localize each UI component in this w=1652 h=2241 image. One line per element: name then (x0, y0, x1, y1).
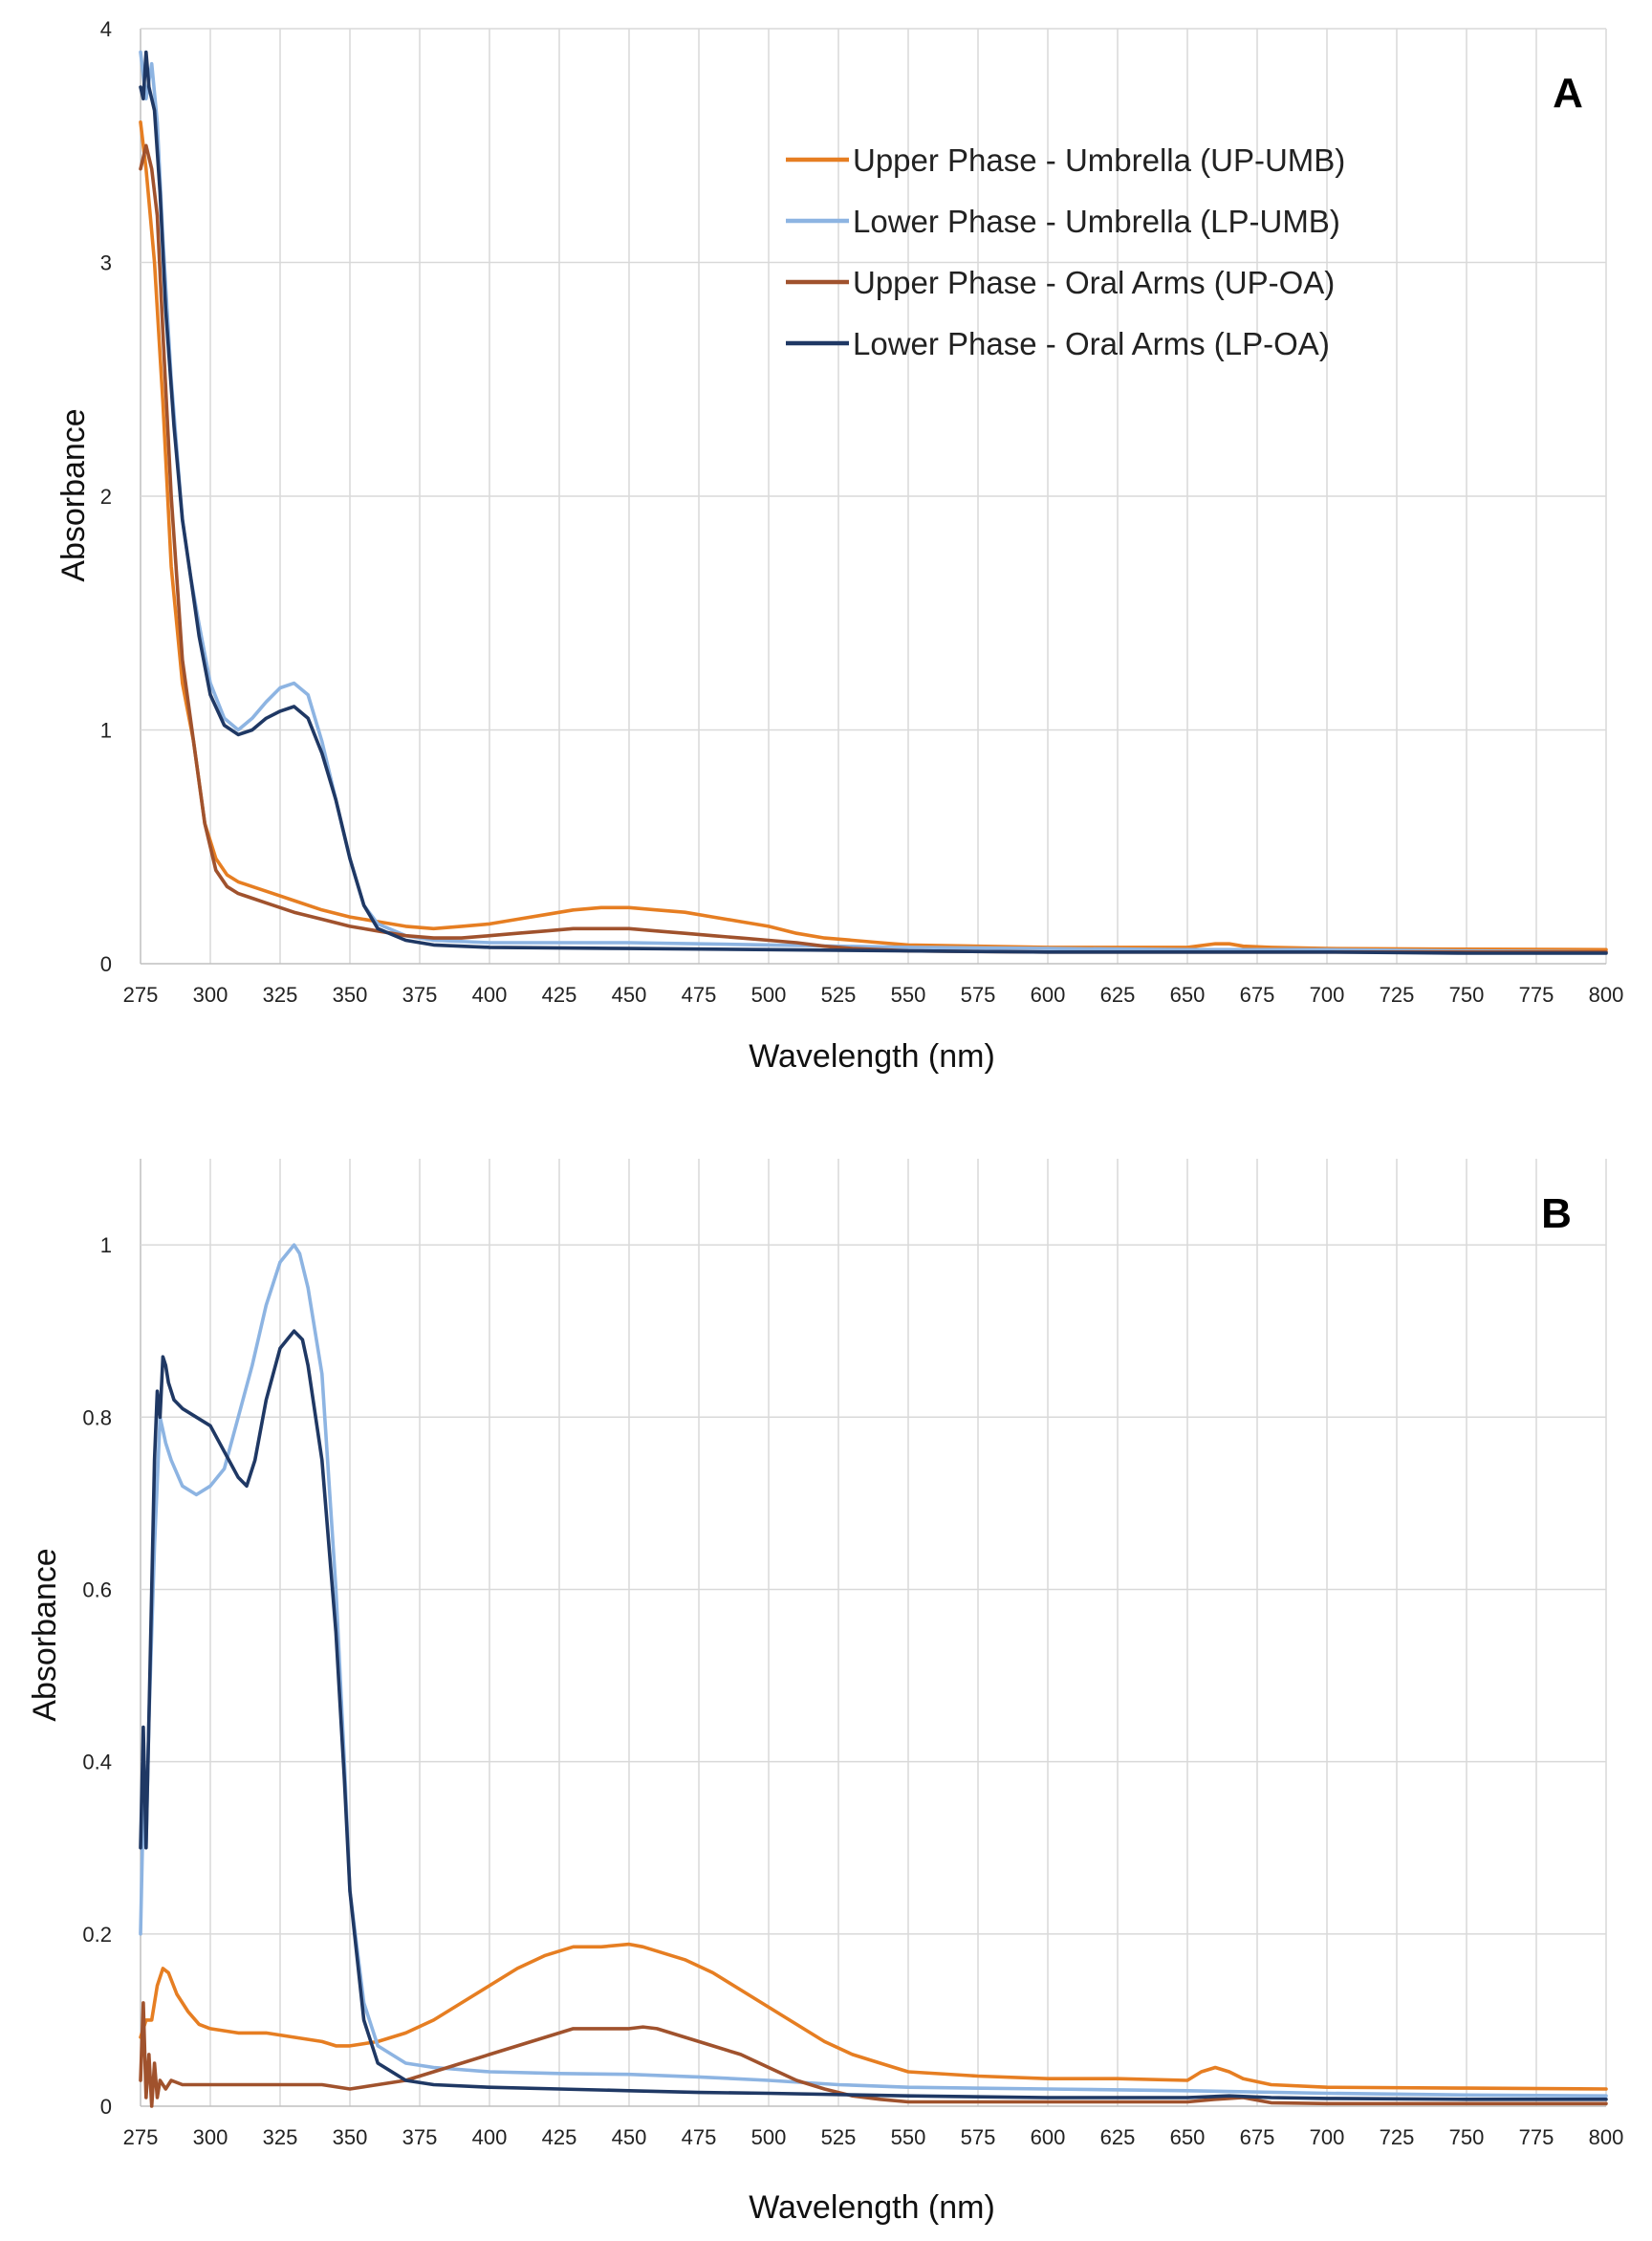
series-line-4 (139, 1329, 1608, 2101)
x-tick-label: 525 (821, 983, 857, 1007)
y-axis-title-a: Absorbance (55, 408, 92, 581)
x-tick-label: 450 (612, 983, 647, 1007)
legend-label: Upper Phase - Umbrella (UP-UMB) (853, 142, 1345, 178)
y-tick-label: 0.8 (82, 1405, 112, 1429)
x-tick-label: 500 (751, 2125, 787, 2149)
x-tick-label: 725 (1380, 983, 1415, 1007)
x-tick-label: 700 (1310, 2125, 1345, 2149)
x-tick-label: 550 (891, 983, 926, 1007)
y-tick-label: 0 (100, 2095, 112, 2119)
x-tick-label: 350 (333, 983, 368, 1007)
x-tick-label: 300 (193, 983, 228, 1007)
y-tick-labels-b: 0 0.2 0.4 0.6 0.8 1 (82, 1233, 112, 2119)
x-tick-label: 575 (961, 2125, 996, 2149)
y-tick-label: 3 (100, 251, 112, 275)
x-tick-label: 500 (751, 983, 787, 1007)
y-tick-label: 0.4 (82, 1751, 112, 1774)
y-axis-title-b: Absorbance (27, 1548, 63, 1721)
x-axis-title-a: Wavelength (nm) (749, 1038, 995, 1075)
legend-label: Lower Phase - Oral Arms (LP-OA) (853, 326, 1330, 361)
x-tick-label: 525 (821, 2125, 857, 2149)
panel-label-a: A (1553, 70, 1583, 117)
series-line-2 (139, 1243, 1608, 2098)
x-tick-label: 625 (1100, 983, 1136, 1007)
x-tick-label: 650 (1170, 983, 1206, 1007)
series-line-3 (139, 2001, 1608, 2108)
x-axis-title-b: Wavelength (nm) (749, 2189, 995, 2226)
x-tick-label: 325 (263, 2125, 298, 2149)
x-tick-label: 300 (193, 2125, 228, 2149)
y-tick-label: 1 (100, 1233, 112, 1257)
chart-panel-a: 275 300 325 350 375 400 425 450 475 500 525 550 575 6… (55, 17, 1623, 1075)
series-line-1 (139, 1942, 1608, 2091)
x-tick-label: 475 (682, 2125, 717, 2149)
x-tick-label: 425 (542, 2125, 577, 2149)
x-tick-label: 325 (263, 983, 298, 1007)
y-tick-label: 0.6 (82, 1577, 112, 1601)
series-line-3 (139, 143, 1608, 954)
x-tick-label: 800 (1589, 983, 1624, 1007)
x-tick-label: 275 (123, 2125, 159, 2149)
legend-label: Lower Phase - Umbrella (LP-UMB) (853, 204, 1340, 239)
x-tick-label: 275 (123, 983, 159, 1007)
x-tick-labels-a: 275 300 325 350 375 400 425 450 475 500 525 550 575 6… (123, 983, 1624, 1007)
x-tick-label: 425 (542, 983, 577, 1007)
series-layer-b (139, 1243, 1608, 2108)
gridlines-b (140, 1159, 1607, 2107)
x-tick-label: 675 (1240, 2125, 1275, 2149)
x-tick-label: 550 (891, 2125, 926, 2149)
x-tick-labels-b: 275 300 325 350 375 400 425 450 475 500 525 550 575 6… (123, 2125, 1624, 2149)
y-tick-label: 2 (100, 485, 112, 509)
x-tick-label: 675 (1240, 983, 1275, 1007)
x-tick-label: 625 (1100, 2125, 1136, 2149)
x-tick-label: 375 (402, 983, 438, 1007)
panel-label-b: B (1541, 1190, 1572, 1237)
y-tick-label: 1 (100, 719, 112, 743)
x-tick-label: 650 (1170, 2125, 1206, 2149)
x-tick-label: 775 (1519, 2125, 1554, 2149)
x-tick-label: 400 (472, 983, 508, 1007)
x-tick-label: 475 (682, 983, 717, 1007)
x-tick-label: 450 (612, 2125, 647, 2149)
x-tick-label: 600 (1031, 2125, 1066, 2149)
legend-label: Upper Phase - Oral Arms (UP-OA) (853, 265, 1335, 300)
series-line-4 (139, 50, 1608, 955)
x-tick-label: 350 (333, 2125, 368, 2149)
x-tick-label: 775 (1519, 983, 1554, 1007)
x-tick-label: 575 (961, 983, 996, 1007)
y-tick-label: 0.2 (82, 1923, 112, 1947)
x-tick-label: 375 (402, 2125, 438, 2149)
x-tick-label: 700 (1310, 983, 1345, 1007)
y-tick-label: 4 (100, 17, 112, 41)
y-tick-label: 0 (100, 952, 112, 976)
x-tick-label: 725 (1380, 2125, 1415, 2149)
x-tick-label: 600 (1031, 983, 1066, 1007)
gridlines-a (140, 28, 1607, 965)
x-tick-label: 750 (1449, 983, 1485, 1007)
legend: Upper Phase - Umbrella (UP-UMB) Lower Pha… (786, 142, 1345, 361)
series-line-2 (139, 50, 1608, 954)
series-line-1 (139, 120, 1608, 952)
x-tick-label: 800 (1589, 2125, 1624, 2149)
series-layer-a (139, 50, 1608, 955)
y-tick-labels-a: 0 1 2 3 4 (100, 17, 112, 976)
chart-panel-b: 275 300 325 350 375 400 425 450 475 500 525 550 575 6… (27, 1159, 1623, 2226)
x-tick-label: 750 (1449, 2125, 1485, 2149)
x-tick-label: 400 (472, 2125, 508, 2149)
